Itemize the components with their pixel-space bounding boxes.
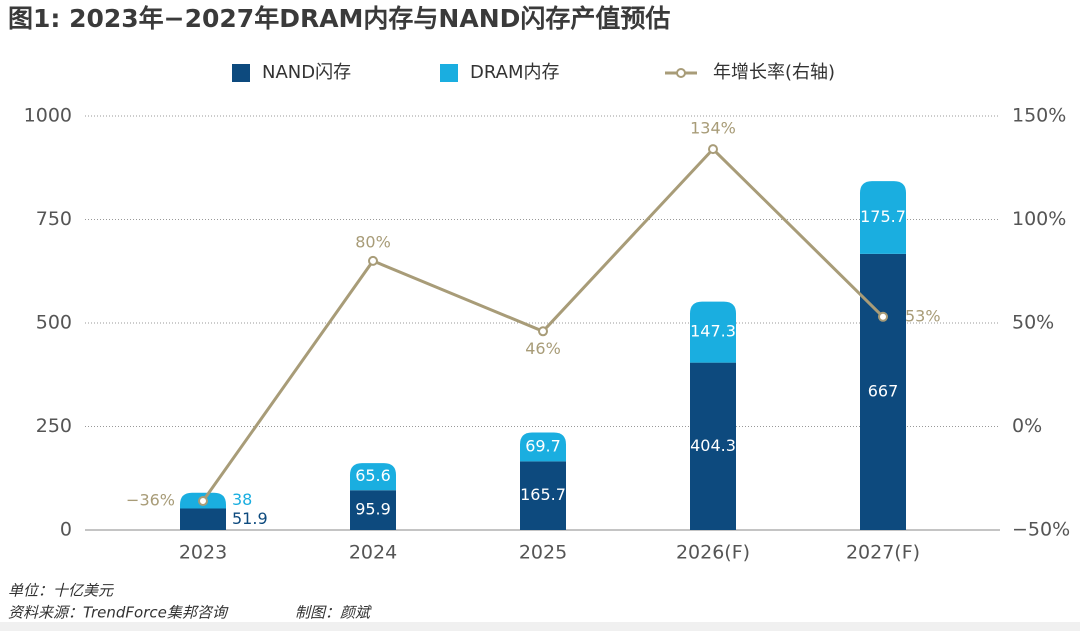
- bar-value-label: 165.7: [520, 485, 566, 504]
- bar-segment: [690, 301, 736, 363]
- growth-label: 80%: [355, 232, 391, 251]
- bar-value-label: 404.3: [690, 436, 736, 455]
- bar-value-label: 38: [232, 490, 252, 509]
- y-tick-label: 1000: [24, 105, 72, 127]
- y2-tick-label: 0%: [1012, 415, 1042, 437]
- x-tick-label: 2026(F): [676, 542, 750, 564]
- x-tick-label: 2023: [179, 542, 227, 564]
- growth-marker: [708, 144, 718, 155]
- legend-label: DRAM内存: [470, 62, 559, 83]
- legend-label: 年增长率(右轴): [713, 62, 835, 83]
- bar-value-label: 95.9: [355, 500, 391, 519]
- x-tick-label: 2024: [349, 542, 397, 564]
- y2-tick-label: 50%: [1012, 312, 1054, 334]
- x-tick-label: 2027(F): [846, 542, 920, 564]
- bar-segment: [350, 463, 396, 491]
- y-tick-label: 0: [60, 519, 72, 541]
- y-tick-label: 250: [36, 415, 72, 437]
- bar-value-label: 65.6: [355, 466, 391, 485]
- credit-note: 制图：颜斌: [295, 604, 372, 622]
- bottom-strip: [0, 622, 1080, 631]
- legend-swatch: [440, 64, 458, 82]
- growth-marker: [538, 326, 548, 337]
- bar-value-label: 175.7: [860, 207, 906, 226]
- growth-marker: [368, 255, 378, 266]
- growth-label: −36%: [126, 491, 175, 510]
- unit-note: 单位：十亿美元: [8, 582, 114, 600]
- bar-segment: [350, 490, 396, 530]
- bar-value-label: 667: [868, 381, 899, 400]
- growth-marker: [878, 311, 888, 322]
- growth-label: 46%: [525, 339, 561, 358]
- y2-tick-label: 150%: [1012, 105, 1066, 127]
- legend-swatch: [232, 64, 250, 82]
- bar-value-label: 147.3: [690, 322, 736, 341]
- bar-segment: [690, 362, 736, 530]
- bar-segment: [520, 461, 566, 530]
- y-tick-label: 750: [36, 208, 72, 230]
- legend-label: NAND闪存: [262, 62, 351, 83]
- legend-marker: [676, 68, 686, 78]
- bar-segment: [860, 181, 906, 254]
- chart-title: 图1: 2023年−2027年DRAM内存与NAND闪存产值预估: [8, 4, 670, 33]
- growth-label: 53%: [905, 306, 941, 325]
- bar-segment: [180, 508, 226, 530]
- growth-marker: [198, 496, 208, 507]
- y-tick-label: 500: [36, 312, 72, 334]
- bar-segment: [520, 432, 566, 462]
- bar-segment: [860, 253, 906, 530]
- y2-tick-label: 100%: [1012, 208, 1066, 230]
- x-tick-label: 2025: [519, 542, 567, 564]
- source-note: 资料来源：TrendForce集邦咨询: [8, 604, 229, 622]
- bar-value-label: 69.7: [525, 436, 561, 455]
- y2-tick-label: −50%: [1012, 519, 1070, 541]
- bar-value-label: 51.9: [232, 509, 268, 528]
- growth-label: 134%: [690, 119, 736, 138]
